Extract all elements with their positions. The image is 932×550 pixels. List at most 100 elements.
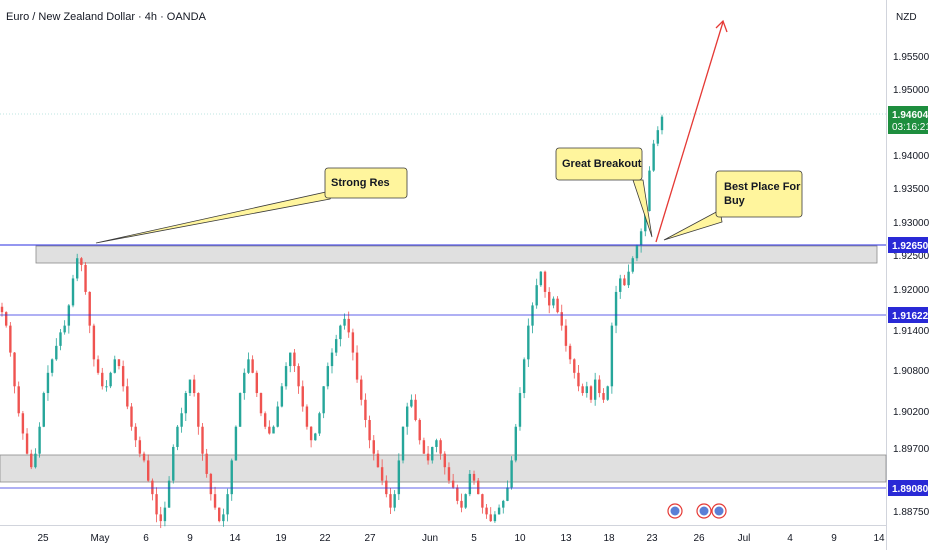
candle-body [581, 386, 584, 394]
candle-body [121, 366, 125, 387]
level-tag-2-text: 1.91622 [892, 311, 929, 322]
candle-body [134, 426, 137, 441]
candle-body [644, 211, 647, 232]
candle-body [80, 258, 83, 265]
candle-body [142, 453, 146, 461]
candle-body [205, 453, 208, 474]
candle-body [163, 507, 167, 522]
time-axis-ticks: 25 May 6 9 14 19 22 27 Jun 5 10 13 18 23 26 Jul 4 9 14 [37, 533, 885, 544]
candle-body [506, 487, 509, 501]
candle-body [376, 453, 380, 468]
candle-body [155, 494, 158, 515]
candle-body [585, 386, 589, 394]
candle-body [50, 359, 54, 373]
candle-body [21, 413, 25, 434]
candle-body [493, 514, 497, 522]
candle-body [426, 453, 430, 461]
candle-body [0, 306, 4, 313]
event-marker-dot-3 [714, 506, 724, 516]
candle-body [648, 170, 651, 212]
level-tag-1[interactable] [888, 237, 928, 253]
price-tick-label: 1.90800 [893, 366, 930, 377]
candle-body [284, 366, 288, 387]
candle-body [130, 406, 133, 427]
level-tag-2[interactable] [888, 307, 928, 323]
time-tick-label: 22 [319, 533, 331, 544]
candle-body [280, 386, 284, 407]
level-tag-3[interactable] [888, 480, 928, 496]
event-markers[interactable] [667, 503, 727, 519]
candle-body [502, 500, 505, 508]
candle-body [151, 480, 154, 495]
price-tick-label: 1.92000 [893, 285, 930, 296]
candle-body [435, 440, 438, 447]
candle-body [213, 494, 217, 508]
price-tick-label: 1.93000 [893, 218, 930, 229]
chart-title: Euro / New Zealand Dollar · 4h · OANDA [6, 11, 206, 23]
time-tick-label: 6 [143, 533, 149, 544]
price-tick-label: 1.92500 [893, 251, 930, 262]
candle-body [564, 325, 568, 346]
time-tick-label: 27 [364, 533, 376, 544]
candle-body [180, 413, 183, 427]
price-tick-label: 1.94000 [893, 151, 930, 162]
price-tick-label: 1.90200 [893, 407, 930, 418]
candle-body [656, 130, 660, 144]
time-tick-label: 13 [560, 533, 572, 544]
candle-body [560, 312, 563, 326]
candle-body [527, 325, 530, 360]
candle-body [635, 244, 639, 259]
buy-text-line-2: Buy [724, 195, 746, 207]
candle-body [405, 406, 409, 427]
candle-body [577, 372, 580, 387]
breakout-callout[interactable] [555, 147, 643, 181]
candle-body [431, 446, 434, 461]
event-marker-dot-2 [699, 506, 709, 516]
candle-body [380, 467, 384, 481]
candle-body [410, 399, 413, 407]
candle-body [556, 298, 559, 313]
candle-body [309, 426, 313, 441]
countdown-text: 03:16:21 [892, 122, 931, 133]
candle-body [30, 453, 33, 468]
candle-body [339, 325, 342, 340]
candle-body [192, 379, 196, 394]
time-tick-label: 14 [229, 533, 241, 544]
time-tick-label: May [91, 533, 110, 544]
candle-body [497, 507, 501, 515]
candle-body [101, 372, 104, 387]
candle-body [535, 285, 538, 306]
price-tick-label: 1.88750 [893, 507, 930, 518]
candle-body [251, 359, 254, 373]
candle-body [92, 325, 96, 360]
price-tick-label: 1.93500 [893, 184, 930, 195]
resistance-zone[interactable] [35, 245, 878, 264]
current-price-tag[interactable] [888, 106, 928, 134]
time-tick-label: 25 [37, 533, 49, 544]
candle-body [627, 271, 630, 286]
candle-body [218, 507, 221, 522]
projection-arrow-line[interactable] [655, 21, 724, 243]
candle-body [401, 426, 405, 461]
candle-body [226, 494, 229, 515]
strong-res-callout[interactable] [324, 167, 408, 199]
candle-body [17, 386, 20, 414]
candle-body [360, 379, 363, 400]
time-tick-label: 26 [693, 533, 705, 544]
candle-body [456, 487, 459, 501]
candle-body [71, 278, 75, 306]
candle-body [209, 473, 213, 495]
candle-body [289, 352, 292, 367]
candle-body [660, 116, 664, 131]
time-tick-label: 5 [471, 533, 477, 544]
price-tick-label: 1.95500 [893, 52, 930, 63]
support-zone[interactable] [0, 454, 887, 483]
candle-body [234, 426, 238, 461]
candle-body [439, 440, 442, 454]
buy-callout[interactable] [715, 170, 803, 218]
candle-body [614, 291, 618, 326]
price-tick-label: 1.91400 [893, 326, 930, 337]
candle-body [593, 379, 597, 400]
candle-body [201, 426, 204, 454]
